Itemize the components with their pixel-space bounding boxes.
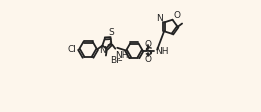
Text: –: – [117, 55, 122, 64]
Text: S: S [144, 46, 152, 56]
Text: O: O [144, 39, 151, 48]
Text: N: N [156, 13, 163, 22]
Text: NH: NH [155, 47, 168, 56]
Text: NH: NH [116, 50, 129, 59]
Text: S: S [108, 28, 114, 37]
Text: O: O [144, 54, 151, 63]
Text: N: N [99, 46, 105, 54]
Text: +: + [106, 39, 113, 48]
Text: Cl: Cl [67, 45, 76, 54]
Text: Br: Br [110, 56, 120, 65]
Text: O: O [174, 11, 181, 19]
